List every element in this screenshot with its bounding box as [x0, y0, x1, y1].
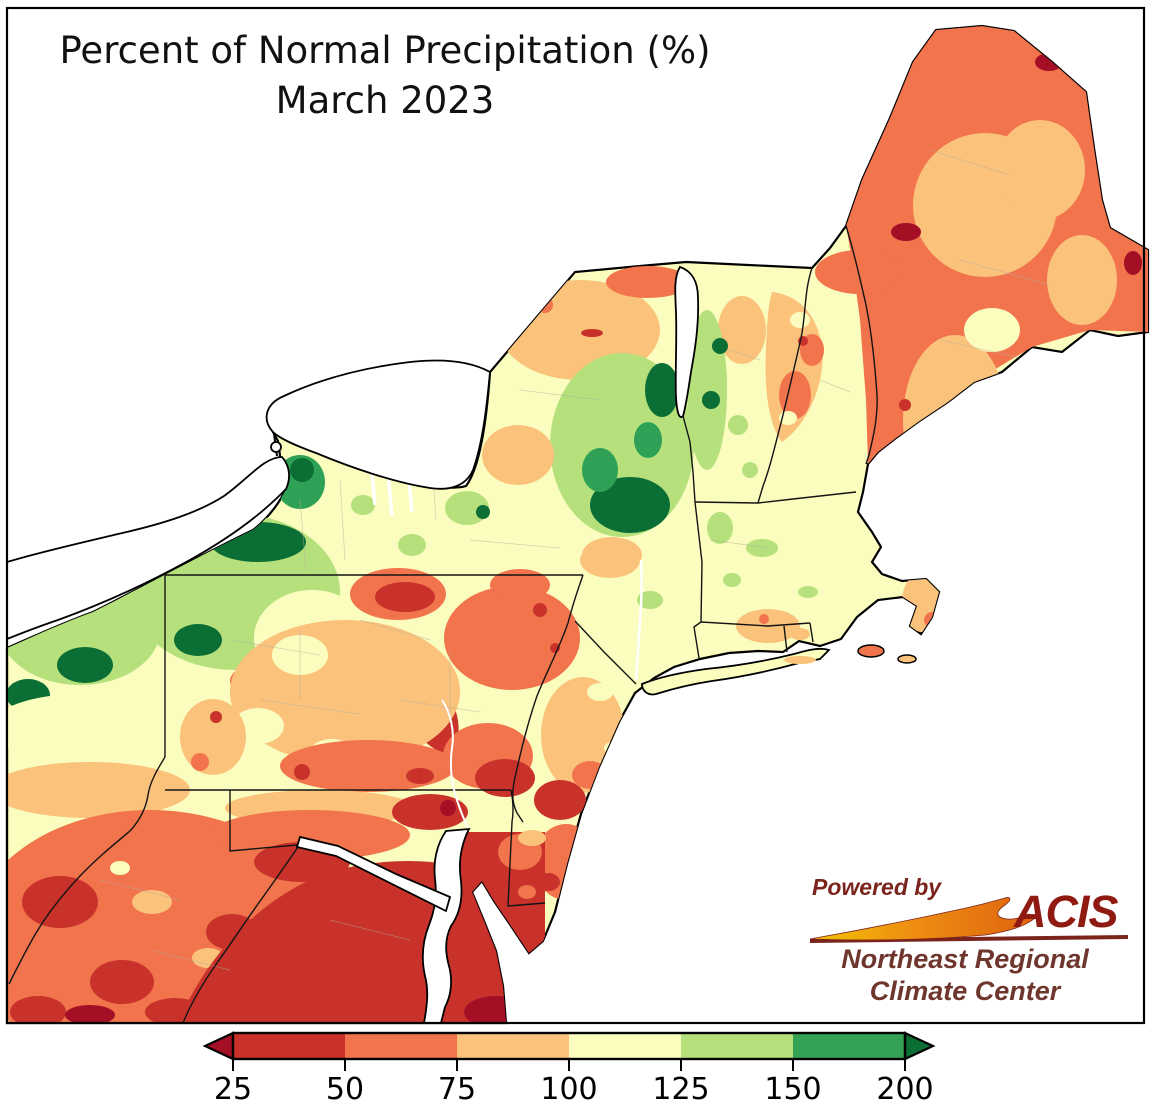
colorbar-segment: [457, 1033, 569, 1059]
powered-by-label: Powered by: [812, 874, 942, 900]
colorbar-segment: [793, 1033, 905, 1059]
long-island: [641, 647, 831, 696]
colorbar: [203, 1031, 936, 1071]
marthas-vineyard: [857, 644, 885, 658]
lake-erie: [6, 456, 290, 641]
colorbar-tick-label: 75: [437, 1072, 477, 1107]
colorbar-tick-label: 25: [213, 1072, 253, 1107]
colorbar-segment: [233, 1033, 345, 1059]
acis-brand: ACIS: [1014, 886, 1119, 937]
colorbar-tick-label: 150: [764, 1072, 822, 1107]
nantucket: [897, 654, 917, 664]
org-name: Northeast Regional Climate Center: [800, 944, 1130, 1008]
org-name-line2: Climate Center: [869, 975, 1061, 1006]
lake-champlain: [674, 265, 700, 418]
potomac-river: [295, 835, 452, 913]
colorbar-tick-label: 200: [876, 1072, 934, 1107]
swoosh-underline: [810, 935, 1128, 943]
state-borders: [8, 225, 878, 1024]
colorbar-ticks: [232, 1059, 906, 1071]
colorbar-over-arrow: [903, 1031, 936, 1061]
water-bodies: [6, 265, 700, 1024]
swoosh-wedge: [809, 897, 1036, 941]
lake-ontario: [265, 359, 491, 490]
colorbar-segment: [569, 1033, 681, 1059]
map-title-line2: March 2023: [275, 78, 495, 122]
colorbar-tick-label: 100: [540, 1072, 598, 1107]
colorbar-segment: [681, 1033, 793, 1059]
colorbar-tick-label: 125: [652, 1072, 710, 1107]
islands: [641, 644, 917, 696]
plot-frame: [5, 6, 1146, 1025]
map-title-line1: Percent of Normal Precipitation (%): [59, 29, 711, 72]
colorbar-tick-label: 50: [325, 1072, 365, 1107]
long-island-fork: [784, 656, 816, 664]
grand-island: [270, 441, 282, 453]
map-title: Percent of Normal Precipitation (%) Marc…: [10, 26, 760, 126]
colorbar-under-arrow: [203, 1031, 235, 1061]
acis-swoosh-icon: [809, 897, 1128, 943]
org-name-line1: Northeast Regional: [841, 944, 1089, 974]
colorbar-segment: [345, 1033, 457, 1059]
